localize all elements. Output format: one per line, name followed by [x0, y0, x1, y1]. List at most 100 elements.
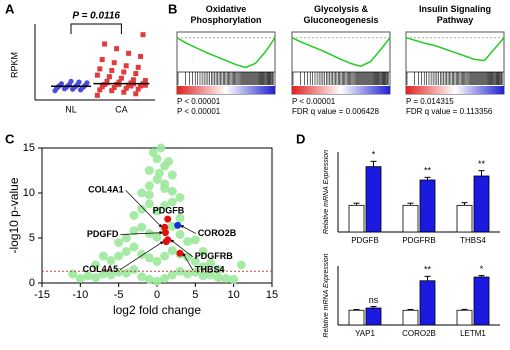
- panel-label: A: [5, 1, 15, 16]
- data-point: [121, 268, 131, 278]
- data-point: [75, 274, 85, 283]
- data-point: [121, 89, 127, 95]
- x-tick-label: YAP1: [355, 329, 375, 338]
- x-label: log2 fold change: [113, 303, 201, 317]
- fdr-text: FDR q value = 0.006428: [292, 107, 379, 116]
- data-point: [183, 269, 193, 279]
- data-point: [160, 274, 170, 283]
- fdr-text: P < 0.00001: [177, 107, 221, 116]
- panel-label: C: [5, 131, 15, 146]
- x-tick-label: PDGFB: [351, 236, 379, 245]
- data-point: [198, 271, 208, 281]
- gene-point: [162, 238, 170, 246]
- es-curve: [176, 37, 276, 69]
- data-point: [129, 242, 139, 252]
- data-point: [190, 235, 200, 245]
- data-point: [160, 251, 170, 261]
- data-point: [198, 262, 208, 272]
- data-point: [84, 80, 90, 86]
- data-point: [97, 66, 103, 72]
- data-point: [121, 247, 131, 256]
- data-point: [144, 253, 154, 263]
- label-arrow: [125, 189, 163, 228]
- data-point: [213, 265, 223, 274]
- x-tick-label: -10: [72, 289, 88, 301]
- p-text: P < 0.00001: [292, 97, 336, 106]
- chart-title: Insulin Signaling Pathway: [419, 4, 491, 25]
- panel-label: D: [296, 131, 305, 146]
- p-text: P < 0.00001: [177, 97, 221, 106]
- gene-point: [161, 223, 169, 231]
- es-curve: [405, 36, 505, 62]
- data-point: [137, 222, 147, 232]
- data-point: [76, 79, 82, 85]
- data-point: [221, 274, 231, 283]
- data-point: [206, 258, 216, 268]
- chart-title: Glycolysis & Gluconeogenesis: [303, 4, 379, 25]
- x-tick-label: LETM1: [460, 329, 486, 338]
- label-arrow: [120, 241, 164, 270]
- data-point: [91, 273, 101, 283]
- data-point: [213, 273, 223, 283]
- data-point: [160, 201, 170, 211]
- data-point: [183, 237, 193, 247]
- y-tick-label: 15: [23, 142, 35, 154]
- y-tick-label: 10: [23, 187, 35, 199]
- y-label: -log10 p-value: [7, 177, 21, 253]
- data-point: [152, 206, 162, 216]
- data-point: [106, 270, 116, 280]
- es-curve: [291, 37, 391, 68]
- bar: [419, 179, 436, 233]
- data-point: [142, 78, 148, 84]
- gene-label: COL4A1: [88, 185, 124, 195]
- gene-label: PDGFRB: [195, 251, 234, 261]
- data-point: [129, 265, 139, 274]
- data-point: [140, 32, 146, 38]
- significance: *: [372, 150, 376, 160]
- label-arrow: [182, 252, 194, 271]
- data-point: [114, 251, 124, 261]
- x-tick-label: 0: [154, 289, 160, 301]
- data-point: [83, 271, 93, 281]
- data-point: [116, 81, 122, 87]
- data-point: [160, 184, 170, 193]
- rank-gradient: [406, 86, 504, 94]
- gene-label: PDGFB: [153, 205, 185, 215]
- bar: [402, 309, 419, 326]
- data-point: [98, 269, 108, 279]
- data-point: [137, 204, 147, 214]
- gene-point: [176, 249, 184, 257]
- data-point: [137, 272, 147, 282]
- data-point: [133, 71, 139, 77]
- title-box: Oxidative Phosphorylation: [190, 4, 261, 25]
- x-tick-label: 10: [228, 289, 240, 301]
- gene-label: COL4A5: [83, 264, 119, 274]
- bar: [402, 204, 419, 233]
- bar: [365, 307, 382, 326]
- data-point: [126, 50, 132, 56]
- significance: ns: [369, 295, 379, 305]
- data-point: [102, 41, 108, 47]
- data-point: [154, 168, 164, 178]
- data-point: [167, 186, 177, 196]
- data-point: [142, 82, 148, 88]
- data-point: [135, 64, 141, 70]
- data-point: [152, 276, 162, 286]
- gene-point: [161, 229, 169, 237]
- data-point: [99, 57, 105, 63]
- gene-label: CORO2B: [198, 228, 237, 238]
- bar: [456, 204, 473, 233]
- x-tick-label: CA: [115, 104, 128, 114]
- data-point: [144, 166, 154, 175]
- x-tick-label: NL: [65, 104, 77, 114]
- data-point: [106, 256, 116, 265]
- gene-label: THBS4: [195, 265, 225, 275]
- data-point: [114, 46, 120, 52]
- data-point: [175, 266, 185, 276]
- data-point: [152, 256, 162, 266]
- data-point: [91, 260, 101, 270]
- data-point: [111, 60, 117, 66]
- data-point: [183, 252, 193, 262]
- data-point: [167, 197, 177, 207]
- data-point: [144, 274, 154, 284]
